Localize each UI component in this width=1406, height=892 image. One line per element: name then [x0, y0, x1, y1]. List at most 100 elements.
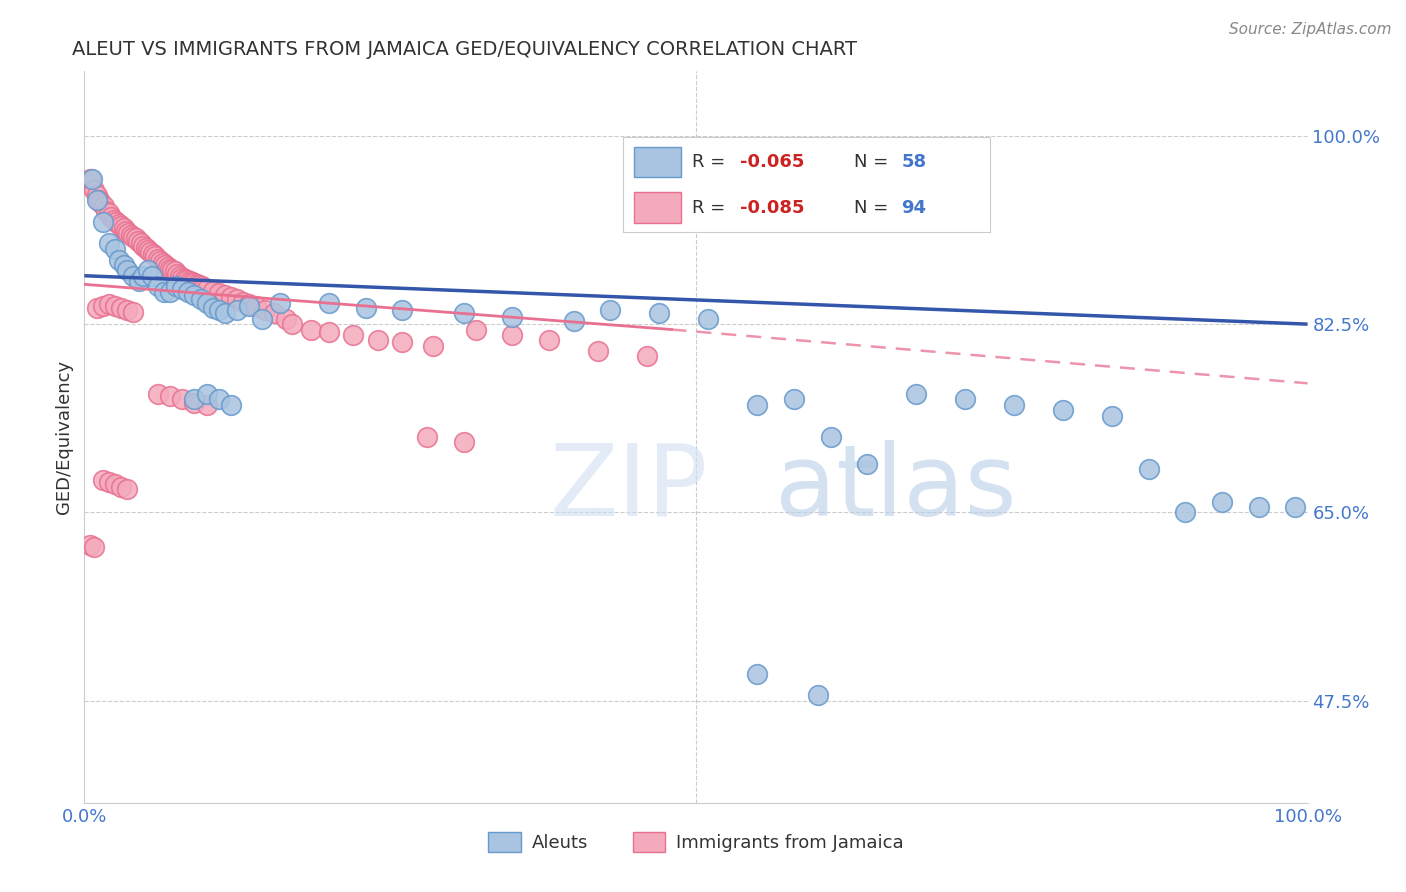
Point	[464, 322, 486, 336]
Point	[186, 277, 208, 292]
Point	[104, 477, 127, 491]
Point	[905, 387, 928, 401]
Point	[299, 322, 322, 336]
Point	[201, 284, 224, 298]
Point	[117, 226, 139, 240]
Point	[219, 290, 242, 304]
Point	[195, 282, 218, 296]
Point	[263, 306, 285, 320]
Point	[104, 299, 127, 313]
Point	[214, 306, 236, 320]
Point	[269, 295, 291, 310]
Point	[153, 258, 176, 272]
Point	[97, 296, 120, 310]
Point	[783, 392, 806, 407]
Point	[820, 430, 842, 444]
Point	[120, 227, 142, 242]
Point	[453, 306, 475, 320]
Point	[128, 274, 150, 288]
Point	[953, 392, 976, 407]
Point	[208, 285, 231, 300]
Point	[245, 299, 267, 313]
Point	[93, 199, 115, 213]
Point	[214, 288, 236, 302]
Point	[172, 271, 194, 285]
Point	[195, 387, 218, 401]
Point	[342, 327, 364, 342]
Point	[1284, 500, 1306, 514]
Point	[96, 204, 118, 219]
Point	[162, 263, 184, 277]
Point	[152, 256, 174, 270]
Point	[238, 296, 260, 310]
Point	[193, 280, 215, 294]
Point	[136, 243, 159, 257]
Point	[538, 333, 561, 347]
Point	[172, 392, 194, 407]
Point	[83, 540, 105, 554]
Point	[1137, 462, 1160, 476]
Point	[232, 294, 254, 309]
Point	[391, 335, 413, 350]
Text: ZIP: ZIP	[550, 440, 707, 537]
Point	[238, 299, 260, 313]
Point	[219, 398, 242, 412]
Legend: Aleuts, Immigrants from Jamaica: Aleuts, Immigrants from Jamaica	[481, 824, 911, 860]
Point	[807, 688, 830, 702]
Text: atlas: atlas	[776, 440, 1017, 537]
Point	[697, 311, 720, 326]
Point	[86, 194, 108, 208]
Point	[115, 223, 138, 237]
Point	[80, 172, 103, 186]
Point	[77, 178, 100, 192]
Point	[87, 194, 110, 208]
Point	[86, 188, 108, 202]
Point	[86, 301, 108, 315]
Point	[97, 236, 120, 251]
Point	[173, 272, 195, 286]
Point	[107, 217, 129, 231]
Point	[636, 350, 658, 364]
Point	[183, 392, 205, 407]
Point	[146, 279, 169, 293]
Point	[354, 301, 377, 315]
Point	[142, 247, 165, 261]
Point	[110, 219, 132, 234]
Point	[129, 236, 152, 251]
Point	[122, 268, 145, 283]
Point	[90, 195, 112, 210]
Point	[132, 238, 155, 252]
Point	[132, 268, 155, 283]
Point	[146, 387, 169, 401]
Point	[127, 235, 149, 249]
Point	[250, 311, 273, 326]
Point	[156, 260, 179, 274]
Point	[97, 475, 120, 490]
Point	[226, 303, 249, 318]
Point	[107, 252, 129, 267]
Point	[191, 279, 214, 293]
Point	[1002, 398, 1025, 412]
Point	[172, 282, 194, 296]
Point	[1101, 409, 1123, 423]
Point	[318, 325, 340, 339]
Point	[226, 293, 249, 307]
Point	[648, 306, 671, 320]
Point	[391, 303, 413, 318]
Point	[169, 268, 191, 283]
Point	[115, 482, 138, 496]
Point	[367, 333, 389, 347]
Point	[1211, 494, 1233, 508]
Point	[163, 264, 186, 278]
Point	[183, 277, 205, 291]
Point	[97, 206, 120, 220]
Point	[100, 210, 122, 224]
Point	[146, 252, 169, 266]
Point	[112, 221, 135, 235]
Point	[1174, 505, 1197, 519]
Point	[195, 398, 218, 412]
Point	[83, 183, 105, 197]
Point	[179, 274, 201, 288]
Point	[181, 275, 204, 289]
Point	[122, 230, 145, 244]
